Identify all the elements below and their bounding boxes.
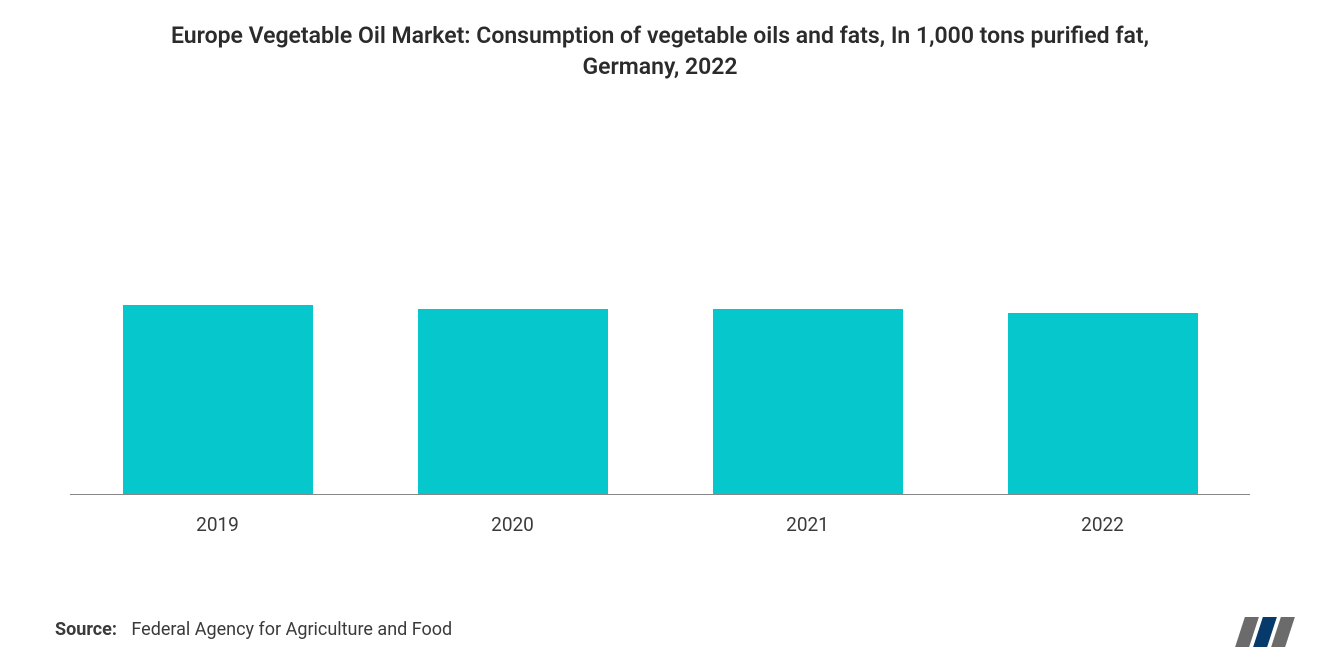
bar-slot	[660, 155, 955, 494]
bar-2022	[1008, 313, 1198, 494]
source-label: Source:	[55, 619, 117, 640]
brand-logo-icon	[1240, 617, 1290, 647]
chart-title: Europe Vegetable Oil Market: Consumption…	[0, 0, 1320, 82]
x-axis-labels: 2019 2020 2021 2022	[70, 513, 1250, 536]
source-text: Federal Agency for Agriculture and Food	[131, 619, 452, 640]
bar-slot	[365, 155, 660, 494]
x-label: 2022	[955, 513, 1250, 536]
bars-container	[70, 155, 1250, 494]
bar-slot	[955, 155, 1250, 494]
x-label: 2021	[660, 513, 955, 536]
source-line: Source: Federal Agency for Agriculture a…	[55, 619, 452, 640]
x-label: 2020	[365, 513, 660, 536]
x-label: 2019	[70, 513, 365, 536]
plot-region	[70, 155, 1250, 495]
bar-2021	[713, 309, 903, 494]
chart-area: 2019 2020 2021 2022	[70, 155, 1250, 550]
bar-2019	[123, 305, 313, 494]
bar-slot	[70, 155, 365, 494]
bar-2020	[418, 309, 608, 494]
